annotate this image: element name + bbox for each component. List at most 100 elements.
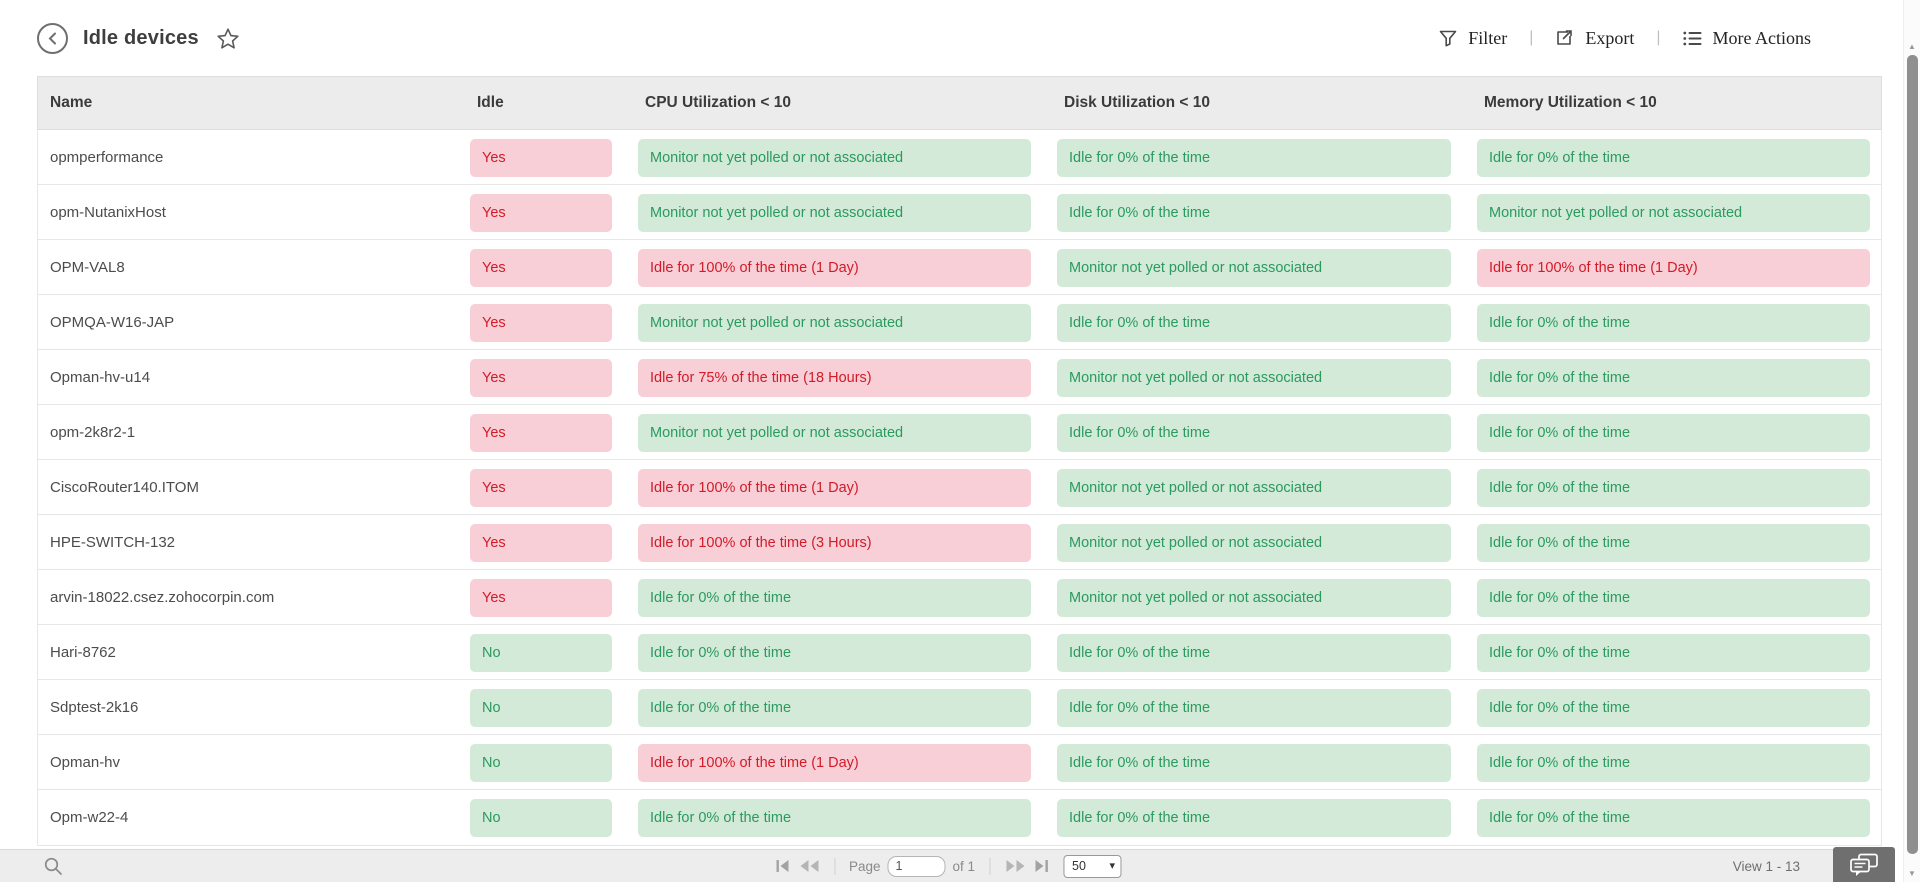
cpu-utilization-badge: Idle for 75% of the time (18 Hours) bbox=[638, 358, 1031, 397]
table-row[interactable]: opm-NutanixHost Yes Monitor not yet poll… bbox=[38, 185, 1881, 240]
device-name[interactable]: Hari-8762 bbox=[50, 644, 116, 661]
table-row[interactable]: HPE-SWITCH-132 Yes Idle for 100% of the … bbox=[38, 515, 1881, 570]
cpu-utilization-badge: Idle for 100% of the time (1 Day) bbox=[638, 248, 1031, 287]
idle-status-badge: Yes bbox=[470, 413, 612, 452]
page-title: Idle devices bbox=[83, 26, 199, 49]
table-row[interactable]: arvin-18022.csez.zohocorpin.com Yes Idle… bbox=[38, 570, 1881, 625]
star-icon[interactable] bbox=[216, 27, 240, 50]
cpu-utilization-badge: Monitor not yet polled or not associated bbox=[638, 138, 1031, 177]
device-name[interactable]: Opman-hv bbox=[50, 754, 121, 771]
disk-utilization-badge: Idle for 0% of the time bbox=[1057, 413, 1451, 452]
title-bar: Idle devices Filter | Export | bbox=[0, 0, 1895, 76]
column-header-memory[interactable]: Memory Utilization < 10 bbox=[1484, 94, 1657, 111]
disk-utilization-badge: Monitor not yet polled or not associated bbox=[1057, 248, 1451, 287]
action-divider: | bbox=[1656, 29, 1661, 46]
back-button[interactable] bbox=[37, 22, 68, 54]
idle-status-badge: No bbox=[470, 633, 612, 672]
memory-utilization-badge: Idle for 0% of the time bbox=[1477, 303, 1870, 342]
idle-status-badge: Yes bbox=[470, 578, 612, 617]
view-range-label: View 1 - 13 bbox=[1732, 858, 1800, 874]
cpu-utilization-badge: Idle for 100% of the time (3 Hours) bbox=[638, 523, 1031, 562]
idle-status-badge: Yes bbox=[470, 193, 612, 232]
table-row[interactable]: Opman-hv No Idle for 100% of the time (1… bbox=[38, 735, 1881, 790]
cpu-utilization-badge: Idle for 0% of the time bbox=[638, 633, 1031, 672]
next-page-button[interactable] bbox=[1004, 860, 1026, 872]
device-name[interactable]: HPE-SWITCH-132 bbox=[50, 534, 176, 551]
device-name[interactable]: opmperformance bbox=[50, 149, 164, 166]
device-name[interactable]: OPM-VAL8 bbox=[50, 259, 125, 276]
export-button[interactable]: Export bbox=[1555, 28, 1634, 49]
disk-utilization-badge: Idle for 0% of the time bbox=[1057, 303, 1451, 342]
disk-utilization-badge: Idle for 0% of the time bbox=[1057, 633, 1451, 672]
cpu-utilization-badge: Monitor not yet polled or not associated bbox=[638, 193, 1031, 232]
last-page-button[interactable] bbox=[1033, 860, 1050, 872]
scroll-down-arrow[interactable]: ▼ bbox=[1908, 869, 1916, 878]
vertical-scrollbar[interactable]: ▲ ▼ bbox=[1903, 0, 1920, 882]
cpu-utilization-badge: Monitor not yet polled or not associated bbox=[638, 413, 1031, 452]
device-name[interactable]: opm-NutanixHost bbox=[50, 204, 166, 221]
table-row[interactable]: OPM-VAL8 Yes Idle for 100% of the time (… bbox=[38, 240, 1881, 295]
table-header-row: Name Idle CPU Utilization < 10 Disk Util… bbox=[37, 76, 1882, 130]
table-row[interactable]: Opman-hv-u14 Yes Idle for 75% of the tim… bbox=[38, 350, 1881, 405]
feedback-chat-icon bbox=[1849, 853, 1879, 877]
page-size-select[interactable]: 50 bbox=[1063, 854, 1122, 878]
table-row[interactable]: opm-2k8r2-1 Yes Monitor not yet polled o… bbox=[38, 405, 1881, 460]
memory-utilization-badge: Idle for 0% of the time bbox=[1477, 798, 1870, 837]
idle-status-badge: Yes bbox=[470, 303, 612, 342]
memory-utilization-badge: Idle for 0% of the time bbox=[1477, 688, 1870, 727]
idle-status-badge: Yes bbox=[470, 358, 612, 397]
disk-utilization-badge: Idle for 0% of the time bbox=[1057, 743, 1451, 782]
cpu-utilization-badge: Idle for 100% of the time (1 Day) bbox=[638, 743, 1031, 782]
disk-utilization-badge: Idle for 0% of the time bbox=[1057, 798, 1451, 837]
memory-utilization-badge: Idle for 0% of the time bbox=[1477, 578, 1870, 617]
pagination-divider bbox=[833, 857, 835, 875]
device-name[interactable]: Sdptest-2k16 bbox=[50, 699, 139, 716]
disk-utilization-badge: Monitor not yet polled or not associated bbox=[1057, 523, 1451, 562]
idle-status-badge: Yes bbox=[470, 248, 612, 287]
device-name[interactable]: arvin-18022.csez.zohocorpin.com bbox=[50, 589, 275, 606]
scrollbar-thumb[interactable] bbox=[1907, 55, 1918, 854]
feedback-button[interactable] bbox=[1833, 847, 1895, 882]
column-header-cpu[interactable]: CPU Utilization < 10 bbox=[645, 94, 791, 111]
device-name[interactable]: CiscoRouter140.ITOM bbox=[50, 479, 199, 496]
device-name[interactable]: Opm-w22-4 bbox=[50, 809, 129, 826]
idle-status-badge: Yes bbox=[470, 523, 612, 562]
page-number-input[interactable] bbox=[887, 855, 946, 877]
table-row[interactable]: Opm-w22-4 No Idle for 0% of the time Idl… bbox=[38, 790, 1881, 845]
table-row[interactable]: Sdptest-2k16 No Idle for 0% of the time … bbox=[38, 680, 1881, 735]
table-row[interactable]: opmperformance Yes Monitor not yet polle… bbox=[38, 130, 1881, 185]
first-page-button[interactable] bbox=[774, 860, 791, 872]
disk-utilization-badge: Idle for 0% of the time bbox=[1057, 193, 1451, 232]
filter-button[interactable]: Filter bbox=[1439, 28, 1507, 49]
column-header-disk[interactable]: Disk Utilization < 10 bbox=[1064, 94, 1211, 111]
memory-utilization-badge: Monitor not yet polled or not associated bbox=[1477, 193, 1870, 232]
device-name[interactable]: opm-2k8r2-1 bbox=[50, 424, 136, 441]
export-label: Export bbox=[1585, 27, 1635, 48]
idle-status-badge: Yes bbox=[470, 138, 612, 177]
device-name[interactable]: Opman-hv-u14 bbox=[50, 369, 151, 386]
table-row[interactable]: CiscoRouter140.ITOM Yes Idle for 100% of… bbox=[38, 460, 1881, 515]
filter-icon bbox=[1439, 30, 1457, 47]
footer-bar: Page of 1 50 ▾ View 1 - 13 bbox=[0, 849, 1895, 882]
previous-page-button[interactable] bbox=[798, 860, 820, 872]
pagination-divider bbox=[989, 857, 991, 875]
scroll-up-arrow[interactable]: ▲ bbox=[1908, 42, 1916, 51]
memory-utilization-badge: Idle for 0% of the time bbox=[1477, 138, 1870, 177]
export-icon bbox=[1555, 29, 1574, 47]
search-icon[interactable] bbox=[44, 857, 63, 876]
chevron-left-icon bbox=[47, 32, 58, 45]
device-name[interactable]: OPMQA-W16-JAP bbox=[50, 314, 175, 331]
memory-utilization-badge: Idle for 0% of the time bbox=[1477, 413, 1870, 452]
idle-devices-table: Name Idle CPU Utilization < 10 Disk Util… bbox=[37, 76, 1882, 846]
column-header-name[interactable]: Name bbox=[50, 94, 93, 111]
more-actions-button[interactable]: More Actions bbox=[1682, 28, 1811, 49]
action-divider: | bbox=[1529, 29, 1534, 46]
table-row[interactable]: Hari-8762 No Idle for 0% of the time Idl… bbox=[38, 625, 1881, 680]
cpu-utilization-badge: Monitor not yet polled or not associated bbox=[638, 303, 1031, 342]
idle-status-badge: No bbox=[470, 688, 612, 727]
idle-status-badge: No bbox=[470, 798, 612, 837]
disk-utilization-badge: Monitor not yet polled or not associated bbox=[1057, 468, 1451, 507]
table-row[interactable]: OPMQA-W16-JAP Yes Monitor not yet polled… bbox=[38, 295, 1881, 350]
column-header-idle[interactable]: Idle bbox=[477, 94, 504, 111]
disk-utilization-badge: Monitor not yet polled or not associated bbox=[1057, 578, 1451, 617]
